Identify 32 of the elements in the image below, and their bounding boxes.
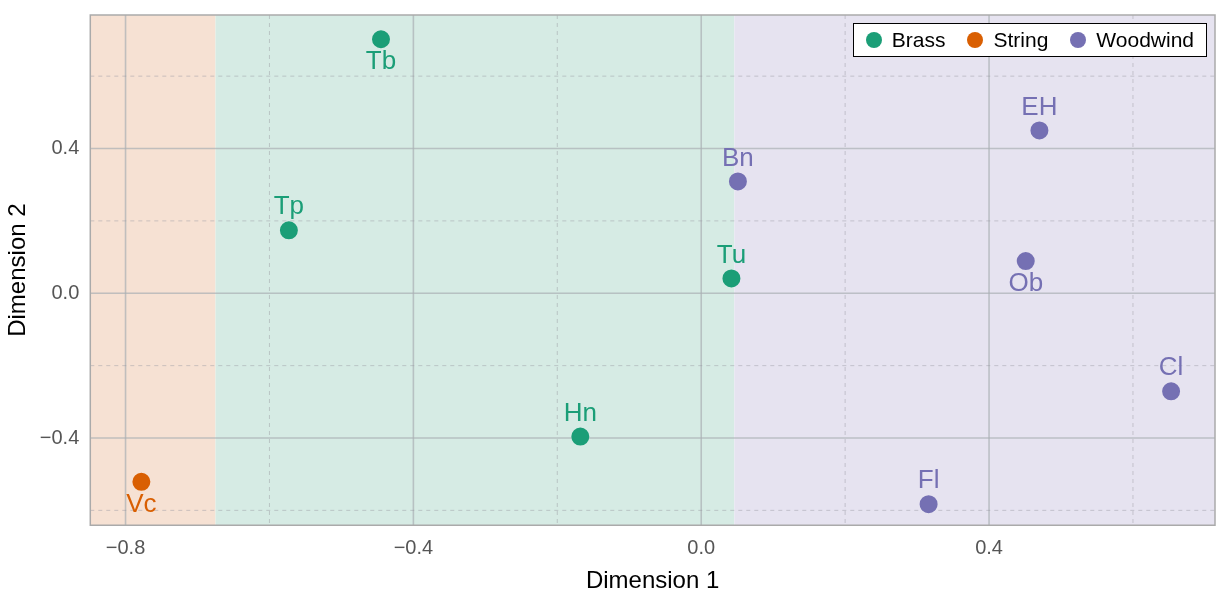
annotation: Cl	[1158, 351, 1184, 382]
legend-label: Brass	[891, 28, 946, 52]
annotation: EH	[1021, 90, 1058, 121]
x-tick-label: 0.4	[975, 535, 1003, 558]
point	[372, 30, 390, 49]
point	[1030, 121, 1049, 140]
legend-label: String	[993, 28, 1049, 52]
point	[722, 269, 741, 288]
point	[919, 495, 938, 514]
annotation: Tp	[273, 190, 305, 221]
legend-label: Woodwind	[1096, 28, 1194, 52]
point	[279, 221, 298, 240]
y-tick-label: 0.4	[51, 136, 80, 159]
y-axis-title: Dimension 2	[3, 203, 31, 337]
point	[132, 472, 151, 491]
y-tick-label: 0.0	[51, 280, 80, 303]
point	[1016, 252, 1035, 271]
point	[571, 427, 590, 446]
x-tick-label: −0.4	[393, 535, 434, 558]
point	[728, 172, 747, 191]
annotation: Ob	[1008, 267, 1044, 298]
annotation: Fl	[917, 464, 940, 495]
x-tick-label: −0.8	[105, 535, 146, 558]
x-tick-label: 0.0	[687, 535, 716, 558]
annotation: Tu	[716, 238, 747, 269]
y-tick-label: −0.4	[39, 425, 80, 448]
annotation: Bn	[722, 141, 754, 172]
point	[1162, 382, 1181, 401]
x-axis-title: Dimension 1	[585, 566, 720, 594]
annotation: Hn	[563, 396, 597, 427]
annotation: Vc	[126, 487, 157, 518]
annotation: Tb	[365, 45, 397, 76]
